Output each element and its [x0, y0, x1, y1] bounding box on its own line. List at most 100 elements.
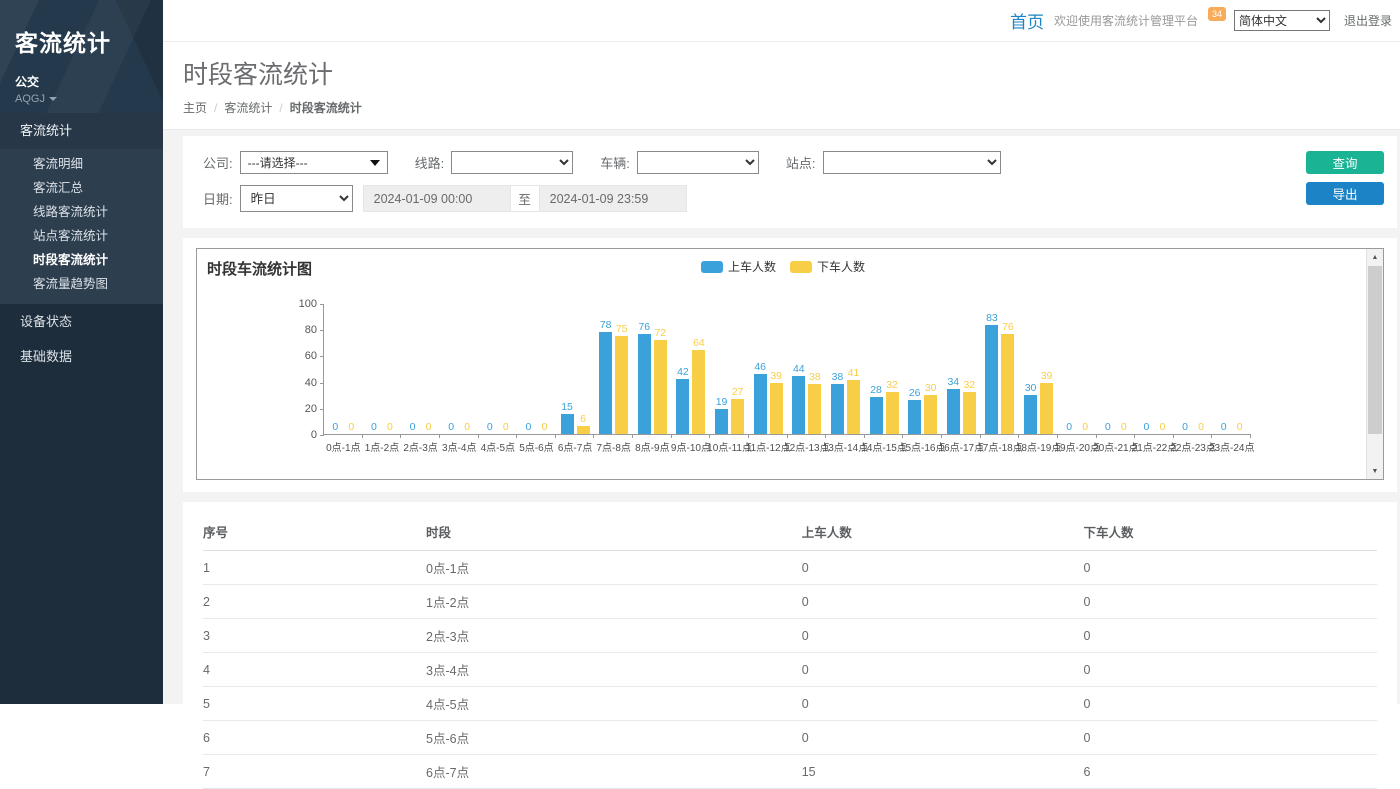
date-range-group: 至 — [362, 185, 687, 212]
table-row[interactable]: 1 0点-1点 0 0 — [203, 550, 1377, 585]
bar[interactable] — [653, 339, 667, 434]
line-select[interactable] — [451, 151, 574, 174]
bar[interactable] — [830, 384, 844, 434]
sidebar-subitem[interactable]: 时段客流统计 — [33, 253, 109, 267]
bar[interactable] — [715, 409, 729, 434]
vehicle-label: 车辆: — [600, 156, 630, 171]
table-cell: 7 — [203, 754, 427, 789]
user-name: AQGJ — [15, 93, 45, 105]
welcome-text: 欢迎使用客流统计管理平台 — [1053, 14, 1198, 28]
chevron-down-icon — [48, 97, 57, 102]
x-axis-label: 4点-5点 — [480, 443, 516, 454]
x-axis-label: 18点-19点 — [1015, 443, 1062, 454]
bar[interactable] — [946, 389, 960, 434]
bar[interactable] — [869, 397, 883, 434]
table-row[interactable]: 3 2点-3点 0 0 — [203, 618, 1377, 653]
user-dropdown[interactable]: AQGJ — [15, 93, 148, 105]
sidebar-item-passenger-stats[interactable]: 客流统计 — [0, 113, 163, 149]
x-axis-label: 17点-18点 — [977, 443, 1023, 454]
chart-scrollbar[interactable]: ▲ ▼ — [1366, 249, 1383, 479]
y-axis-tick-label: 20 — [304, 402, 317, 415]
sidebar-subitem[interactable]: 客流量趋势图 — [33, 277, 109, 291]
station-select[interactable] — [822, 151, 1001, 174]
page-heading: 时段客流统计 主页 / 客流统计 / 时段客流统计 — [163, 42, 1400, 130]
date-preset-select[interactable]: 昨日 — [239, 185, 353, 212]
bar[interactable] — [846, 380, 860, 434]
y-axis-tick-label: 40 — [304, 376, 317, 389]
legend-swatch-alighting[interactable] — [790, 260, 812, 273]
bar[interactable] — [769, 382, 783, 434]
bar-column: 0 — [1179, 304, 1192, 434]
notification-badge[interactable]: 34 — [1207, 7, 1226, 21]
language-select[interactable]: 简体中文 — [1233, 10, 1330, 31]
table-row[interactable]: 7 6点-7点 15 6 — [203, 754, 1377, 789]
bar[interactable] — [808, 384, 822, 434]
filter-row-2: 日期: 昨日 至 — [203, 185, 1397, 212]
bar[interactable] — [731, 398, 745, 434]
bar[interactable] — [885, 392, 899, 434]
vehicle-select[interactable] — [636, 151, 759, 174]
x-axis-label: 11点-12点 — [745, 443, 791, 454]
x-axis-label: 13点-14点 — [822, 443, 869, 454]
legend-label-boarding[interactable]: 上车人数 — [727, 260, 776, 274]
breadcrumb-home[interactable]: 主页 — [183, 101, 208, 115]
scroll-up-icon[interactable]: ▲ — [1371, 253, 1379, 261]
table-cell: 0 — [801, 720, 1084, 755]
table-row[interactable]: 6 5点-6点 0 0 — [203, 720, 1377, 755]
legend-swatch-boarding[interactable] — [700, 260, 723, 273]
bar[interactable] — [637, 334, 651, 434]
sidebar-item-device-status[interactable]: 设备状态 — [20, 314, 73, 329]
x-axis-label: 9点-10点 — [670, 443, 711, 454]
table-cell: 0点-1点 — [426, 550, 802, 585]
bar[interactable] — [753, 373, 767, 434]
sidebar-subitem[interactable]: 站点客流统计 — [33, 229, 109, 243]
y-axis-tick — [320, 330, 324, 332]
bar-column: 15 — [560, 304, 574, 434]
dropdown-arrow-icon — [369, 159, 380, 166]
sidebar-subitem[interactable]: 线路客流统计 — [33, 205, 109, 219]
date-end-input[interactable] — [538, 185, 687, 212]
bar-column: 0 — [461, 304, 474, 434]
bar[interactable] — [615, 335, 629, 434]
scrollbar-thumb[interactable] — [1368, 266, 1382, 434]
bar-value-label: 27 — [731, 385, 744, 398]
scroll-down-icon[interactable]: ▼ — [1371, 467, 1379, 475]
bar-column: 0 — [522, 304, 535, 434]
bar-group: 0 0 23点-24点 — [1209, 304, 1255, 454]
bar-value-label: 38 — [808, 371, 821, 384]
bar[interactable] — [1040, 382, 1054, 434]
bar[interactable] — [908, 399, 922, 434]
bar[interactable] — [560, 414, 574, 434]
bar[interactable] — [599, 331, 613, 434]
bar[interactable] — [1001, 334, 1015, 434]
chart-legend: 上车人数 下车人数 — [700, 258, 879, 275]
x-axis-label: 7点-8点 — [596, 443, 631, 454]
x-axis-label: 3点-4点 — [441, 443, 477, 454]
bar[interactable] — [962, 392, 976, 434]
export-button[interactable]: 导出 — [1306, 182, 1384, 205]
x-axis-label: 0点-1点 — [326, 443, 361, 454]
bar[interactable] — [576, 426, 590, 434]
sidebar-item-base-data[interactable]: 基础数据 — [20, 349, 73, 364]
bar[interactable] — [985, 325, 999, 434]
bar[interactable] — [924, 394, 938, 434]
sidebar-subitem[interactable]: 客流明细 — [33, 157, 84, 171]
logout-link[interactable]: 退出登录 — [1343, 14, 1392, 28]
bar[interactable] — [1024, 394, 1038, 434]
company-select[interactable]: ---请选择--- — [239, 151, 388, 174]
x-axis-label: 21点-22点 — [1131, 443, 1178, 454]
home-link[interactable]: 首页 — [1009, 13, 1044, 32]
y-axis-tick-label: 80 — [304, 324, 317, 337]
bar[interactable] — [792, 376, 806, 434]
legend-label-alighting[interactable]: 下车人数 — [817, 260, 866, 274]
sidebar-header: 客流统计 公交 AQGJ — [0, 0, 163, 113]
date-start-input[interactable] — [362, 185, 511, 212]
sidebar-subitem[interactable]: 客流汇总 — [33, 181, 84, 195]
bar[interactable] — [692, 350, 706, 434]
bar[interactable] — [676, 378, 690, 434]
table-row[interactable]: 2 1点-2点 0 0 — [203, 584, 1377, 619]
breadcrumb-section[interactable]: 客流统计 — [224, 101, 273, 115]
table-row[interactable]: 4 3点-4点 0 0 — [203, 652, 1377, 687]
query-button[interactable]: 查询 — [1306, 151, 1384, 174]
bar-column: 39 — [769, 304, 783, 434]
